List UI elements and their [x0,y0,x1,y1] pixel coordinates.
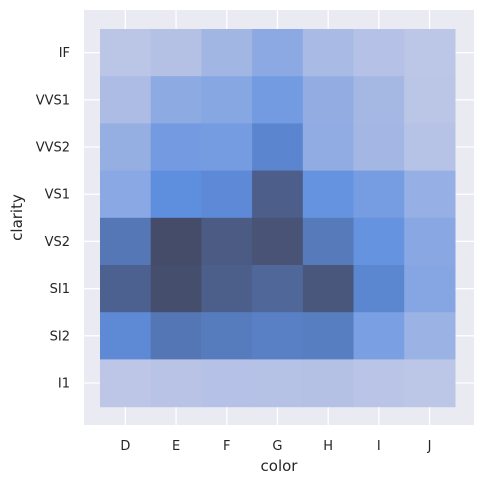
y-tick-label: VS1 [45,188,70,203]
heatmap-cell-VS2-E [150,217,202,266]
heatmap-cell-VVS1-D [100,76,152,124]
x-tick-label: E [172,439,180,454]
heatmap-cell-IF-G [252,29,304,77]
y-tick-label: I1 [58,377,70,392]
heatmap-cells [100,29,456,408]
heatmap-cell-SI1-H [302,265,355,313]
heatmap-cell-SI1-I [353,265,405,313]
heatmap-cell-VS2-I [353,217,405,266]
heatmap-cell-VS1-F [201,170,253,219]
x-tick-label: H [323,439,333,454]
heatmap-cell-SI1-E [150,265,202,313]
heatmap-cell-SI1-J [404,265,456,313]
heatmap-cell-VS2-G [252,217,304,266]
heatmap-cell-SI2-J [404,312,456,360]
heatmap-cell-VVS2-F [201,123,253,172]
heatmap-cell-VS1-E [150,170,202,219]
x-tick-label: F [223,439,230,454]
heatmap-cell-VVS1-E [150,76,202,124]
heatmap-cell-SI2-D [100,312,152,360]
heatmap-cell-VS2-H [302,217,355,266]
y-axis-label: clarity [8,194,26,241]
heatmap-cell-I1-F [201,359,253,408]
y-tick-label: VVS2 [36,141,70,156]
heatmap-cell-VVS1-F [201,76,253,124]
heatmap-cell-I1-H [302,359,355,408]
heatmap-cell-SI2-E [150,312,202,360]
heatmap-cell-VVS1-G [252,76,304,124]
heatmap-cell-VS1-H [302,170,355,219]
heatmap-cell-SI2-H [302,312,355,360]
heatmap-cell-VVS2-H [302,123,355,172]
heatmap-cell-IF-D [100,29,152,77]
x-tick-labels: D E F G H I J [120,439,431,454]
heatmap-cell-IF-F [201,29,253,77]
heatmap-cell-IF-E [150,29,202,77]
heatmap-cell-SI2-F [201,312,253,360]
heatmap-cell-VS2-D [100,217,152,266]
heatmap-cell-SI1-F [201,265,253,313]
heatmap-cell-IF-H [302,29,355,77]
y-tick-label: SI1 [50,282,70,297]
heatmap-cell-VVS1-J [404,76,456,124]
heatmap-cell-VVS2-G [252,123,304,172]
heatmap-cell-VVS2-D [100,123,152,172]
heatmap-cell-VVS2-E [150,123,202,172]
x-tick-label: G [272,439,282,454]
heatmap-cell-VVS2-J [404,123,456,172]
y-tick-label: VS2 [45,235,70,250]
x-tick-label: J [427,439,432,454]
heatmap-cell-SI1-D [100,265,152,313]
y-tick-label: IF [59,46,70,61]
heatmap-cell-VS1-I [353,170,405,219]
heatmap-cell-VS1-G [252,170,304,219]
heatmap-cell-SI2-G [252,312,304,360]
y-tick-label: SI2 [50,329,70,344]
heatmap-cell-I1-G [252,359,304,408]
heatmap-cell-I1-I [353,359,405,408]
heatmap-cell-I1-D [100,359,152,408]
heatmap-cell-VVS2-I [353,123,405,172]
heatmap-cell-IF-J [404,29,456,77]
x-axis-label: color [261,457,299,475]
heatmap-cell-VS1-D [100,170,152,219]
y-tick-labels: IF VVS1 VVS2 VS1 VS2 SI1 SI2 I1 [36,46,70,391]
heatmap-cell-SI1-G [252,265,304,313]
heatmap-cell-VVS1-H [302,76,355,124]
heatmap-cell-VS1-J [404,170,456,219]
x-tick-label: D [120,439,130,454]
y-tick-label: VVS1 [36,93,70,108]
heatmap-cell-I1-E [150,359,202,408]
x-tick-label: I [377,439,381,454]
heatmap-cell-SI2-I [353,312,405,360]
heatmap-cell-VVS1-I [353,76,405,124]
heatmap-cell-IF-I [353,29,405,77]
heatmap-cell-VS2-F [201,217,253,266]
heatmap-cell-I1-J [404,359,456,408]
heatmap-cell-VS2-J [404,217,456,266]
